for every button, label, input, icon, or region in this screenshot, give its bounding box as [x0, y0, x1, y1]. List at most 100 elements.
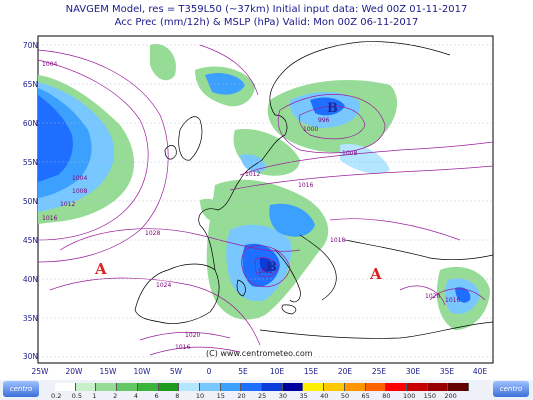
isobar-label: 1020	[425, 293, 440, 300]
scale-tick-label: 150	[423, 392, 437, 400]
lon-label: 25W	[31, 367, 49, 376]
precip-east	[436, 266, 490, 330]
scale-swatch	[386, 383, 407, 391]
scale-tick-label: 8	[175, 392, 180, 400]
isobar-label: 1016	[298, 182, 313, 189]
isobar-label: 1008	[342, 150, 357, 157]
precip-atlantic	[38, 75, 135, 224]
isobar-label: 1008	[72, 188, 87, 195]
isobars	[38, 44, 493, 356]
high-pressure-marker: A	[369, 265, 382, 283]
lat-label: 60N	[22, 119, 38, 128]
scale-tick-label: 50	[340, 392, 350, 400]
coastlines	[134, 41, 493, 339]
lon-label: 15W	[99, 367, 117, 376]
low-pressure-marker: B	[266, 260, 277, 275]
scale-tick-label: 100	[402, 392, 416, 400]
isobar-label: 1024	[156, 282, 171, 289]
scale-swatch	[282, 383, 304, 391]
scale-swatch	[137, 383, 159, 391]
scale-swatch	[199, 383, 221, 391]
centrometeo-logo: centro	[493, 381, 529, 397]
watermark: (C) www.centrometeo.com	[206, 349, 313, 358]
precip-north	[150, 44, 398, 176]
scale-tick-label: 80	[382, 392, 391, 400]
lat-label: 30N	[22, 352, 38, 361]
isobar-label: 1018	[330, 237, 345, 244]
low-pressure-marker: B	[327, 101, 338, 116]
lon-label: 25E	[371, 367, 387, 376]
scale-swatch	[365, 383, 387, 391]
scale-swatch	[158, 383, 180, 391]
scale-swatch	[448, 383, 470, 391]
scale-tick-label: 2	[113, 392, 118, 400]
scale-swatch	[75, 383, 97, 391]
scale-swatch	[241, 383, 263, 391]
lat-label: 70N	[22, 41, 38, 50]
scale-tick-label: 30	[278, 392, 288, 400]
lat-label: 50N	[22, 197, 38, 206]
isobar-label: 1000	[303, 126, 318, 133]
scale-tick-label: 0.2	[51, 392, 62, 400]
scale-swatch	[303, 383, 325, 391]
lat-label: 65N	[22, 80, 38, 89]
model-title: NAVGEM Model, res = T359L50 (~37km) Init…	[65, 4, 468, 15]
isobar-label: 1020	[185, 332, 200, 339]
scale-swatch	[262, 383, 283, 391]
isobar-label: 1016	[42, 215, 57, 222]
scale-tick-label: 65	[361, 392, 370, 400]
isobar-label: 1012	[60, 201, 75, 208]
centrometeo-logo: centro	[3, 381, 39, 397]
scale-tick-label: 0.5	[71, 392, 83, 400]
lon-label: 10E	[269, 367, 285, 376]
scale-swatch	[427, 383, 449, 391]
lat-label: 55N	[22, 158, 38, 167]
scale-tick-label: 20	[237, 392, 246, 400]
scale-tick-label: 35	[299, 392, 308, 400]
lon-label: 10W	[133, 367, 151, 376]
product-title: Acc Prec (mm/12h) & MSLP (hPa) Valid: Mo…	[114, 17, 419, 28]
lat-label: 40N	[22, 275, 38, 284]
scale-tick-label: 15	[216, 392, 225, 400]
scale-tick-label: 6	[154, 392, 159, 400]
lon-label: 30E	[405, 367, 421, 376]
scale-swatch	[96, 383, 118, 391]
lon-label: 15E	[303, 367, 319, 376]
lon-label: 20E	[337, 367, 353, 376]
scale-tick-label: 25	[258, 392, 267, 400]
lon-label: 20W	[65, 367, 83, 376]
isobar-label: 1016	[175, 344, 190, 351]
scale-tick-label: 40	[320, 392, 329, 400]
scale-swatch	[179, 383, 200, 391]
isobar-label: 1004	[72, 175, 87, 182]
pressure-centers: A A B B	[94, 101, 382, 283]
scale-tick-label: 1	[92, 392, 97, 400]
lon-label: 5E	[238, 367, 248, 376]
isobar-label: 1012	[258, 268, 273, 275]
lon-label: 0	[206, 367, 212, 376]
scale-swatch	[55, 383, 76, 391]
scale-tick-label: 10	[195, 392, 205, 400]
scale-tick-label: 200	[444, 392, 457, 400]
high-pressure-marker: A	[94, 260, 107, 278]
scale-swatch	[406, 383, 428, 391]
lon-label: 35E	[439, 367, 455, 376]
precip-color-scale	[55, 383, 470, 391]
scale-swatch	[220, 383, 242, 391]
isobar-label: 1004	[42, 61, 57, 68]
lat-label: 45N	[22, 236, 38, 245]
lon-label: 40E	[472, 367, 488, 376]
lon-label: 5W	[169, 367, 183, 376]
scale-swatch	[324, 383, 345, 391]
scale-tick-label: 4	[133, 392, 138, 400]
isobar-label: 1012	[245, 171, 260, 178]
isobar-label: 996	[318, 117, 330, 124]
isobar-labels: 1004 996 1000 1008 1004 1008 1012 1016 1…	[42, 61, 460, 351]
isobar-label: 1028	[145, 230, 160, 237]
scale-swatch	[117, 383, 138, 391]
scale-swatch	[344, 383, 366, 391]
lat-label: 35N	[22, 314, 38, 323]
precip-scale-ticks: 0.2 0.5 1 2 4 6 8 10 15 20 25 30 35 40 50 65 80 100 150 200	[51, 392, 469, 400]
isobar-label: 1016	[445, 297, 460, 304]
